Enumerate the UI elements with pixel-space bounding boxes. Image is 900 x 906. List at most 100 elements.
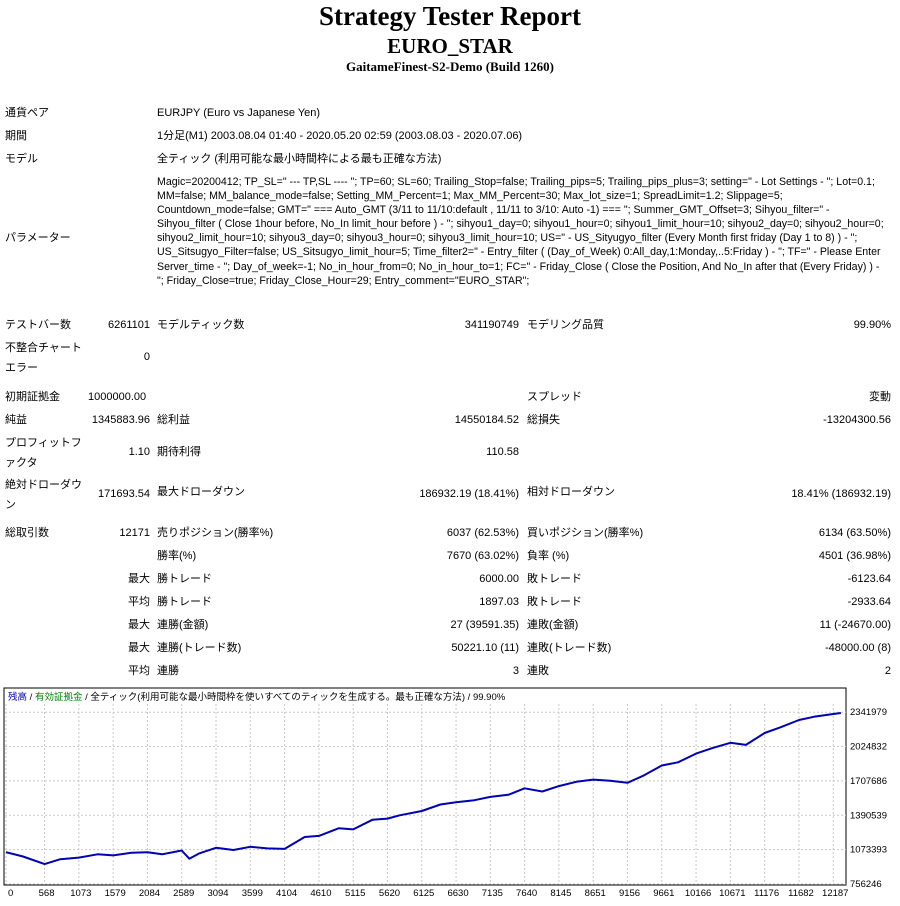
- avg-cons-losses-label: 連敗: [527, 665, 549, 677]
- y-tick-label: 2024832: [850, 742, 887, 753]
- abs-dd-value: 171693.54: [98, 488, 150, 500]
- cons-wins-amt-value: 27 (39591.35): [450, 619, 520, 631]
- cons-losses-amt-value: 11 (-24670.00): [819, 619, 891, 631]
- symbol-label: 通貨ペア: [5, 107, 49, 119]
- x-tick-label: 3094: [207, 888, 228, 899]
- x-tick-label: 5620: [379, 888, 400, 899]
- rel-dd-value: 18.41% (186932.19): [791, 488, 891, 500]
- avg-cons-label: 平均: [128, 665, 150, 677]
- pf-label: プロフィットファクタ: [5, 437, 82, 469]
- x-tick-label: 8651: [585, 888, 606, 899]
- short-value: 6037 (62.53%): [446, 527, 519, 539]
- x-tick-label: 1579: [105, 888, 126, 899]
- legend-quality: / 99.90%: [465, 692, 506, 703]
- max-dd-value: 186932.19 (18.41%): [419, 488, 519, 500]
- y-tick-label: 756246: [850, 879, 882, 890]
- avg-win-value: 1897.03: [479, 596, 519, 608]
- quality-label: モデリング品質: [527, 319, 604, 331]
- cons-wins-amt-label: 連勝(金額): [157, 619, 209, 631]
- legend-equity: 有効証拠金: [35, 691, 83, 703]
- y-tick-label: 1073393: [850, 845, 887, 856]
- chart-y-ticks: 2341979 2024832 1707686 1390539 1073393 75624…: [850, 707, 887, 890]
- lossrate-value: 4501 (36.98%): [818, 550, 891, 562]
- cons-losses-cnt-value: -48000.00 (8): [824, 642, 891, 654]
- largest-loss-value: -6123.64: [847, 573, 891, 585]
- cons-losses-amt-label: 連敗(金額): [527, 619, 579, 631]
- ticks-label: モデルティック数: [157, 319, 245, 331]
- x-tick-label: 10671: [719, 888, 745, 899]
- x-tick-label: 0: [8, 888, 13, 899]
- deposit-value: 1000000.00: [88, 391, 147, 403]
- average-label: 平均: [128, 596, 150, 608]
- report-title: Strategy Tester Report: [319, 1, 581, 31]
- largest-win-value: 6000.00: [479, 573, 519, 585]
- period-value: 1分足(M1) 2003.08.04 01:40 - 2020.05.20 02…: [157, 130, 523, 142]
- legend-sep-2: /: [82, 692, 90, 703]
- cons-losses-cnt-label: 連敗(トレード数): [527, 642, 612, 654]
- chart-legend: 残高 / 有効証拠金 / 全ティック(利用可能な最小時間枠を使いすべてのティック…: [8, 691, 506, 703]
- x-tick-label: 11682: [788, 888, 814, 899]
- avg-cons-wins-value: 3: [512, 665, 519, 677]
- legend-balance: 残高: [8, 691, 27, 703]
- gross-loss-value: -13204300.56: [823, 414, 891, 426]
- x-tick-label: 568: [39, 888, 55, 899]
- pf-value: 1.10: [128, 446, 150, 458]
- server-name: GaitameFinest-S2-Demo (Build 1260): [346, 59, 554, 74]
- mismatch-value: 0: [143, 351, 150, 363]
- model-label: モデル: [5, 153, 38, 165]
- x-tick-label: 12187: [822, 888, 848, 899]
- winrate-label: 勝率(%): [157, 550, 197, 562]
- abs-dd-label: 絶対ドローダウン: [5, 479, 82, 511]
- x-tick-label: 6630: [447, 888, 468, 899]
- deposit-label: 初期証拠金: [5, 391, 60, 403]
- avg-cons-losses-value: 2: [884, 665, 891, 677]
- trades-label: 総取引数: [5, 527, 49, 539]
- largest-win-label: 勝トレード: [157, 573, 212, 585]
- lossrate-label: 負率 (%): [527, 550, 570, 562]
- spread-value: 変動: [869, 391, 891, 403]
- mismatch-label: 不整合チャートエラー: [5, 342, 82, 374]
- x-tick-label: 9661: [653, 888, 674, 899]
- bars-value: 6261101: [107, 319, 150, 331]
- x-tick-label: 4104: [276, 888, 297, 899]
- quality-value: 99.90%: [853, 319, 891, 331]
- avg-loss-value: -2933.64: [847, 596, 891, 608]
- symbol-value: EURJPY (Euro vs Japanese Yen): [157, 107, 321, 119]
- y-tick-label: 2341979: [850, 707, 887, 718]
- short-label: 売りポジション(勝率%): [157, 527, 274, 539]
- x-tick-label: 10166: [685, 888, 711, 899]
- params-label: パラメーター: [5, 232, 71, 244]
- chart-marks: [5, 712, 842, 866]
- balance-line: [5, 712, 842, 866]
- x-tick-label: 2084: [139, 888, 160, 899]
- winrate-value: 7670 (63.02%): [446, 550, 519, 562]
- x-tick-label: 5115: [345, 888, 365, 899]
- gross-profit-label: 総利益: [157, 414, 190, 426]
- expected-label: 期待利得: [157, 446, 201, 458]
- chart-frame: [3, 687, 847, 886]
- rel-dd-label: 相対ドローダウン: [527, 486, 615, 498]
- chart-grid: [5, 704, 846, 885]
- ea-name: EURO_STAR: [387, 34, 513, 58]
- legend-model: 全ティック(利用可能な最小時間枠を使いすべてのティックを生成する。最も正確な方法…: [90, 691, 465, 703]
- model-value: 全ティック (利用可能な最小時間枠による最も正確な方法): [157, 153, 442, 165]
- largest-loss-label: 敗トレード: [527, 573, 582, 585]
- max-cons-amt-label: 最大: [128, 619, 150, 631]
- legend-sep-1: /: [27, 692, 35, 703]
- net-value: 1345883.96: [91, 414, 150, 426]
- balance-chart: 2341979 2024832 1707686 1390539 1073393 75624…: [3, 687, 887, 899]
- avg-win-label: 勝トレード: [157, 596, 212, 608]
- x-tick-label: 1073: [70, 888, 91, 899]
- x-tick-label: 7640: [516, 888, 537, 899]
- expected-value: 110.58: [486, 446, 519, 458]
- x-tick-label: 3599: [242, 888, 263, 899]
- spread-label: スプレッド: [527, 391, 582, 403]
- long-value: 6134 (63.50%): [818, 527, 891, 539]
- x-tick-label: 8145: [550, 888, 571, 899]
- y-tick-label: 1390539: [850, 810, 887, 821]
- params-value: Magic=20200412; TP_SL=" --- TP,SL ---- "…: [157, 176, 884, 287]
- trades-value: 12171: [119, 527, 150, 539]
- y-tick-label: 1707686: [850, 776, 887, 787]
- gross-profit-value: 14550184.52: [454, 414, 519, 426]
- cons-wins-cnt-label: 連勝(トレード数): [157, 642, 242, 654]
